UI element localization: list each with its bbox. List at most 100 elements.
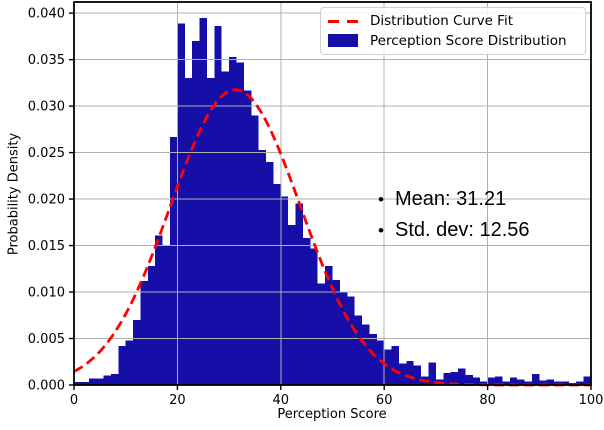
histogram-bar (192, 41, 200, 385)
mean-stat-line: • Mean: 31.21 (378, 184, 530, 215)
y-tick-label: 0.020 (28, 193, 65, 208)
stddev-stat-line: • Std. dev: 12.56 (378, 215, 530, 246)
y-tick-label: 0.040 (28, 7, 65, 22)
histogram-bar (561, 381, 569, 385)
histogram-bar (103, 375, 111, 385)
x-tick-label: 100 (579, 393, 604, 408)
histogram-bar (347, 296, 355, 385)
histogram-bar (81, 382, 89, 385)
histogram-bar (199, 17, 207, 385)
histogram-bar (546, 379, 555, 385)
axes-frame (73, 1, 592, 386)
legend: Distribution Curve Fit Perception Score … (320, 7, 586, 55)
stats-annotation: • Mean: 31.21 • Std. dev: 12.56 (378, 184, 530, 246)
histogram-bar (317, 283, 326, 385)
histogram-bar (472, 377, 481, 385)
histogram-bar (539, 380, 547, 385)
y-tick-label: 0.010 (28, 286, 65, 301)
y-tick-label: 0.030 (28, 100, 65, 115)
x-tick-label: 80 (479, 393, 496, 408)
histogram-bar (273, 184, 281, 385)
histogram-bar (398, 363, 407, 385)
histogram-bar (450, 371, 459, 385)
bullet-icon: • (378, 190, 384, 209)
histogram-bar (443, 372, 451, 385)
y-tick-label: 0.015 (28, 239, 65, 254)
histogram-bar (110, 373, 119, 385)
histogram-bar (554, 381, 562, 385)
x-tick-label: 40 (273, 393, 290, 408)
x-tick-label: 60 (376, 393, 393, 408)
red-dash-icon (328, 19, 339, 24)
histogram-bar (125, 340, 134, 385)
histogram-bar (480, 381, 488, 385)
distribution-curve (73, 88, 591, 387)
histogram-bar (362, 324, 370, 385)
histogram-bar (502, 381, 510, 385)
y-axis-label: Probability Density (6, 132, 22, 256)
histogram-bar (531, 373, 540, 385)
mean-stat-text: Mean: 31.21 (395, 188, 507, 210)
legend-entry-curve-fit: Distribution Curve Fit (328, 13, 577, 29)
histogram-bar (162, 245, 171, 385)
histogram-bar (391, 345, 399, 385)
legend-label-histogram: Perception Score Distribution (370, 32, 567, 49)
histogram-bar (206, 78, 215, 386)
x-axis-label: Perception Score (277, 407, 387, 422)
histogram-bar (243, 90, 252, 385)
histogram-bar (88, 378, 97, 385)
histogram-bar (517, 379, 525, 385)
bullet-icon: • (378, 221, 384, 240)
histogram-bar (155, 235, 163, 385)
histogram-bar (509, 377, 518, 385)
histogram-bar (583, 376, 592, 385)
legend-label-curve-fit: Distribution Curve Fit (370, 13, 513, 30)
histogram-bar (266, 161, 274, 385)
histogram-bar (332, 279, 340, 385)
histogram-bar (118, 345, 126, 385)
histogram-bar (413, 365, 422, 385)
histogram-bar (524, 381, 532, 385)
red-dash-icon (347, 19, 358, 24)
histogram-bar (406, 360, 414, 385)
histogram-bar (236, 62, 244, 386)
histogram-bar (384, 349, 392, 385)
legend-entry-histogram: Perception Score Distribution (328, 33, 577, 49)
y-tick-label: 0.025 (28, 146, 65, 161)
x-tick-label: 0 (70, 393, 78, 408)
histogram-bar (280, 196, 289, 385)
histogram-bar (214, 26, 222, 386)
histogram-bar (458, 368, 466, 385)
histogram-bar (229, 56, 237, 386)
histogram-bar (302, 238, 311, 385)
dashed-line-swatch (328, 19, 358, 24)
histogram-bar (576, 381, 584, 385)
histogram-bar (325, 266, 333, 385)
histogram-bar (295, 203, 303, 385)
histogram-bar (96, 378, 104, 385)
histogram-bar (494, 376, 503, 385)
histogram-bar (465, 374, 473, 385)
histogram-bar (369, 333, 377, 385)
histogram-bar (428, 362, 436, 385)
y-tick-label: 0.005 (28, 332, 65, 347)
bar-swatch-icon (328, 34, 358, 48)
histogram-bar (184, 78, 193, 386)
histogram-bar (288, 225, 296, 385)
y-tick-label: 0.000 (28, 379, 65, 394)
histogram-bar (251, 115, 259, 385)
histogram-bar (354, 315, 363, 385)
histogram-bar (140, 280, 148, 385)
histogram-bar (376, 340, 385, 385)
histogram-bar (258, 149, 267, 385)
histogram-bar (133, 319, 141, 385)
histogram-bar (177, 23, 185, 385)
histogram-bar (310, 248, 318, 385)
histogram-bar (74, 382, 82, 385)
histogram-bar (487, 377, 495, 385)
y-tick-label: 0.035 (28, 53, 65, 68)
stddev-stat-text: Std. dev: 12.56 (395, 219, 530, 241)
histogram-bar (147, 266, 156, 385)
